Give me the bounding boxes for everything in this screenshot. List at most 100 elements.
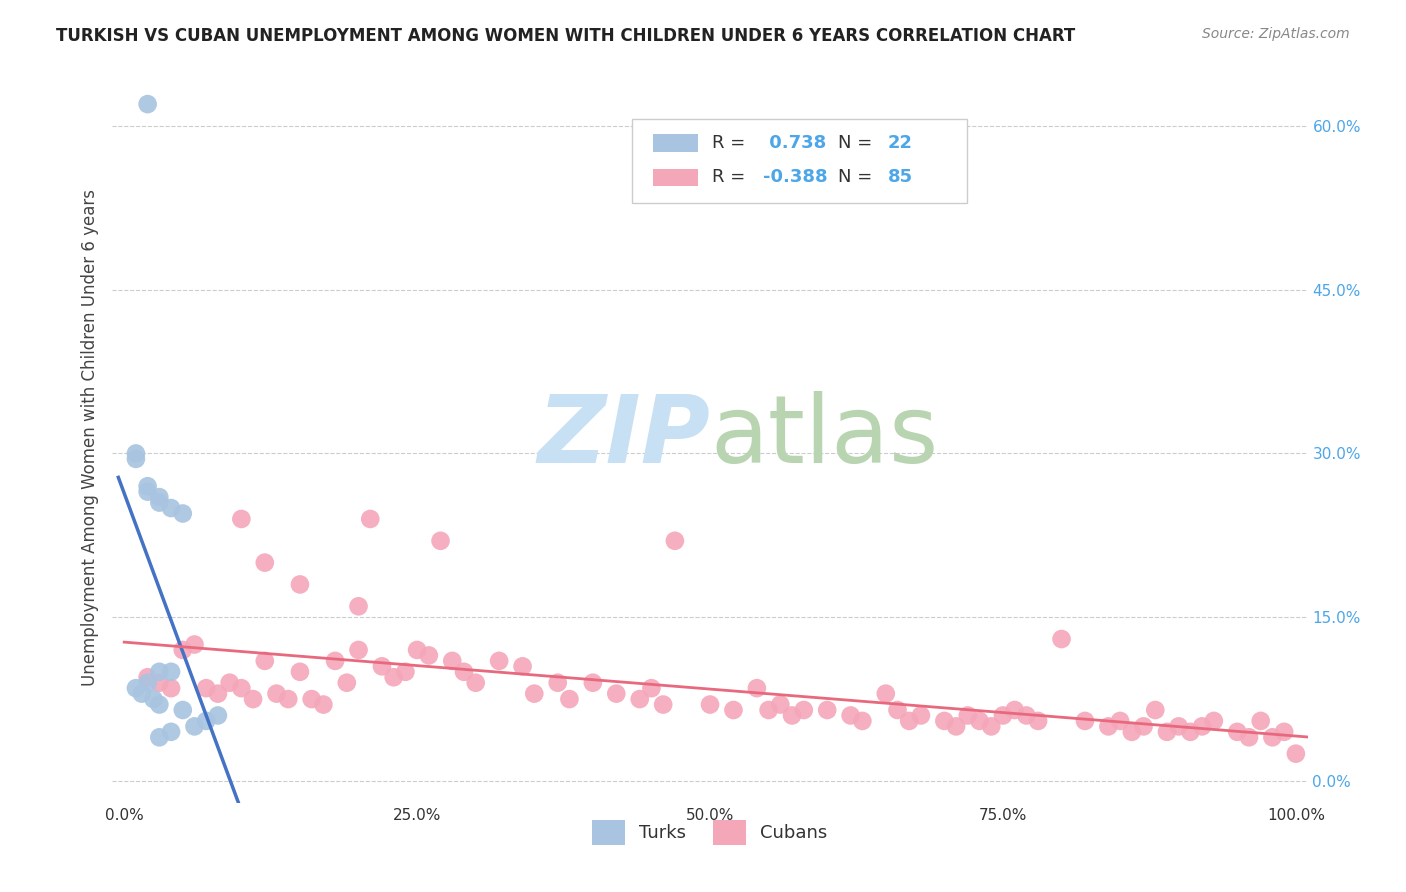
Point [910, 708, 932, 723]
Point [1167, 719, 1189, 733]
Point [160, 681, 183, 695]
FancyBboxPatch shape [633, 119, 967, 203]
Point [382, 670, 405, 684]
Point [956, 708, 979, 723]
Point [277, 692, 299, 706]
Point [1202, 714, 1225, 728]
Point [1144, 703, 1167, 717]
Point [945, 719, 967, 733]
Text: ZIP: ZIP [537, 391, 710, 483]
Point [136, 97, 159, 112]
Point [359, 512, 381, 526]
Text: N =: N = [838, 169, 877, 186]
Point [769, 698, 792, 712]
Point [195, 714, 218, 728]
Point [969, 714, 991, 728]
Point [242, 692, 264, 706]
Point [231, 681, 253, 695]
Point [136, 675, 159, 690]
Point [207, 708, 229, 723]
Point [1261, 731, 1284, 745]
Point [780, 708, 803, 723]
Point [218, 675, 240, 690]
Point [934, 714, 956, 728]
Point [336, 675, 359, 690]
Point [1074, 714, 1097, 728]
Point [1109, 714, 1132, 728]
Point [347, 643, 370, 657]
Point [418, 648, 440, 663]
Point [991, 708, 1014, 723]
Text: atlas: atlas [710, 391, 938, 483]
Legend: Turks, Cubans: Turks, Cubans [585, 813, 835, 852]
Point [195, 681, 218, 695]
Text: Source: ZipAtlas.com: Source: ZipAtlas.com [1202, 27, 1350, 41]
Point [758, 703, 780, 717]
Point [815, 703, 838, 717]
Point [1132, 719, 1154, 733]
Point [148, 698, 170, 712]
Point [231, 512, 253, 526]
Point [347, 599, 370, 614]
Point [664, 533, 686, 548]
Point [1050, 632, 1073, 646]
Point [512, 659, 534, 673]
Point [207, 687, 229, 701]
Point [1121, 724, 1143, 739]
Point [652, 698, 675, 712]
Point [1272, 724, 1295, 739]
Text: -0.388: -0.388 [762, 169, 827, 186]
Point [301, 692, 323, 706]
Point [160, 501, 183, 516]
Point [323, 654, 346, 668]
Point [745, 681, 768, 695]
Point [723, 703, 745, 717]
Point [464, 675, 486, 690]
Bar [652, 169, 699, 186]
Point [172, 643, 194, 657]
Point [980, 719, 1002, 733]
Point [1191, 719, 1213, 733]
Point [1156, 724, 1178, 739]
Point [131, 687, 153, 701]
Point [547, 675, 569, 690]
Bar [652, 135, 699, 152]
Point [406, 643, 429, 657]
Text: N =: N = [838, 134, 877, 152]
Point [898, 714, 921, 728]
Point [136, 479, 159, 493]
Point [1237, 731, 1260, 745]
Point [172, 507, 194, 521]
Point [453, 665, 475, 679]
Point [288, 577, 311, 591]
Point [172, 703, 194, 717]
Point [605, 687, 627, 701]
Point [125, 681, 148, 695]
Point [312, 698, 335, 712]
Point [136, 670, 159, 684]
Point [148, 665, 170, 679]
Point [125, 451, 148, 466]
Text: 0.738: 0.738 [762, 134, 825, 152]
Point [183, 719, 205, 733]
Point [136, 484, 159, 499]
Point [1250, 714, 1272, 728]
Point [886, 703, 908, 717]
Point [1015, 708, 1038, 723]
Point [253, 654, 276, 668]
Point [1285, 747, 1308, 761]
Point [125, 446, 148, 460]
Point [488, 654, 510, 668]
Y-axis label: Unemployment Among Women with Children Under 6 years: Unemployment Among Women with Children U… [80, 188, 98, 686]
Point [371, 659, 394, 673]
Point [253, 556, 276, 570]
Text: 85: 85 [889, 169, 914, 186]
Point [429, 533, 451, 548]
Point [640, 681, 662, 695]
Point [558, 692, 581, 706]
Point [160, 665, 183, 679]
Point [142, 692, 165, 706]
Point [839, 708, 862, 723]
Point [148, 490, 170, 504]
Text: TURKISH VS CUBAN UNEMPLOYMENT AMONG WOMEN WITH CHILDREN UNDER 6 YEARS CORRELATIO: TURKISH VS CUBAN UNEMPLOYMENT AMONG WOME… [56, 27, 1076, 45]
